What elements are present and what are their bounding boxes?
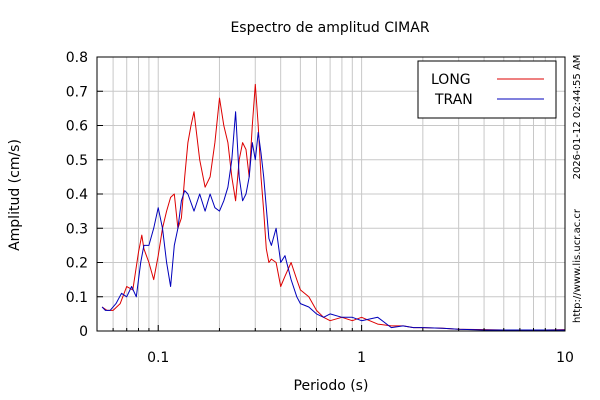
y-tick-label: 0.2	[66, 256, 88, 272]
y-tick-label: 0.6	[66, 119, 88, 135]
chart-title: Espectro de amplitud CIMAR	[230, 20, 429, 36]
series-lines	[101, 83, 566, 331]
y-tick-label: 0.4	[66, 187, 88, 203]
legend-box	[417, 60, 557, 119]
y-tick-label: 0	[79, 324, 88, 340]
series-line-long	[101, 83, 566, 331]
y-tick-label: 0.5	[66, 153, 88, 169]
timestamp-label: 2026-01-12 02:44:55 AM	[572, 55, 583, 180]
source-url-label: http://www.lis.ucr.ac.cr	[572, 208, 583, 323]
legend: LONG TRAN	[417, 60, 557, 119]
x-axis-label: Periodo (s)	[294, 378, 369, 394]
y-tick-label: 0.1	[66, 290, 88, 306]
y-tick-label: 0.8	[66, 50, 88, 66]
x-tick-label: 10	[556, 350, 574, 366]
series-line-tran	[101, 111, 565, 331]
legend-label-long: LONG	[431, 72, 471, 88]
x-tick-label: 1	[357, 350, 366, 366]
axis-ticks: 0 0.1 0.2 0.3 0.4 0.5 0.6 0.7 0.8 0.1 1 10	[66, 50, 574, 366]
y-tick-label: 0.7	[66, 84, 88, 100]
legend-label-tran: TRAN	[434, 92, 473, 108]
y-axis-label: Amplitud (cm/s)	[7, 139, 23, 251]
y-tick-label: 0.3	[66, 221, 88, 237]
x-tick-label: 0.1	[147, 350, 169, 366]
